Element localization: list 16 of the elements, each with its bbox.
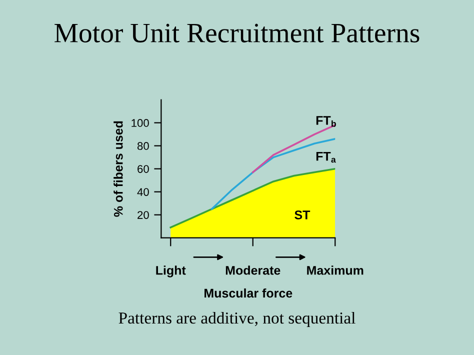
x-tick-label: Maximum	[307, 266, 364, 275]
line-series	[210, 138, 336, 210]
series-label: ST	[294, 210, 310, 220]
series-label: FT$_{b}$	[316, 116, 336, 127]
y-tick-label: 60	[138, 165, 149, 173]
y-axis-title: % of fibers used	[114, 121, 123, 217]
x-tick-label: Moderate	[226, 266, 280, 275]
y-tick-label: 20	[138, 211, 149, 219]
y-tick-label: 40	[137, 188, 149, 196]
chart-title: Motor Unit Recruitment Patterns	[54, 24, 420, 42]
y-tick-label: 80	[137, 142, 149, 150]
y-tick-label: 100	[132, 119, 149, 127]
x-axis-title: Muscular force	[204, 288, 292, 298]
text: Patterns are additive, not sequential	[118, 312, 356, 328]
series-label: FT$_{a}$	[316, 152, 336, 163]
x-tick-label: Light	[156, 266, 186, 278]
